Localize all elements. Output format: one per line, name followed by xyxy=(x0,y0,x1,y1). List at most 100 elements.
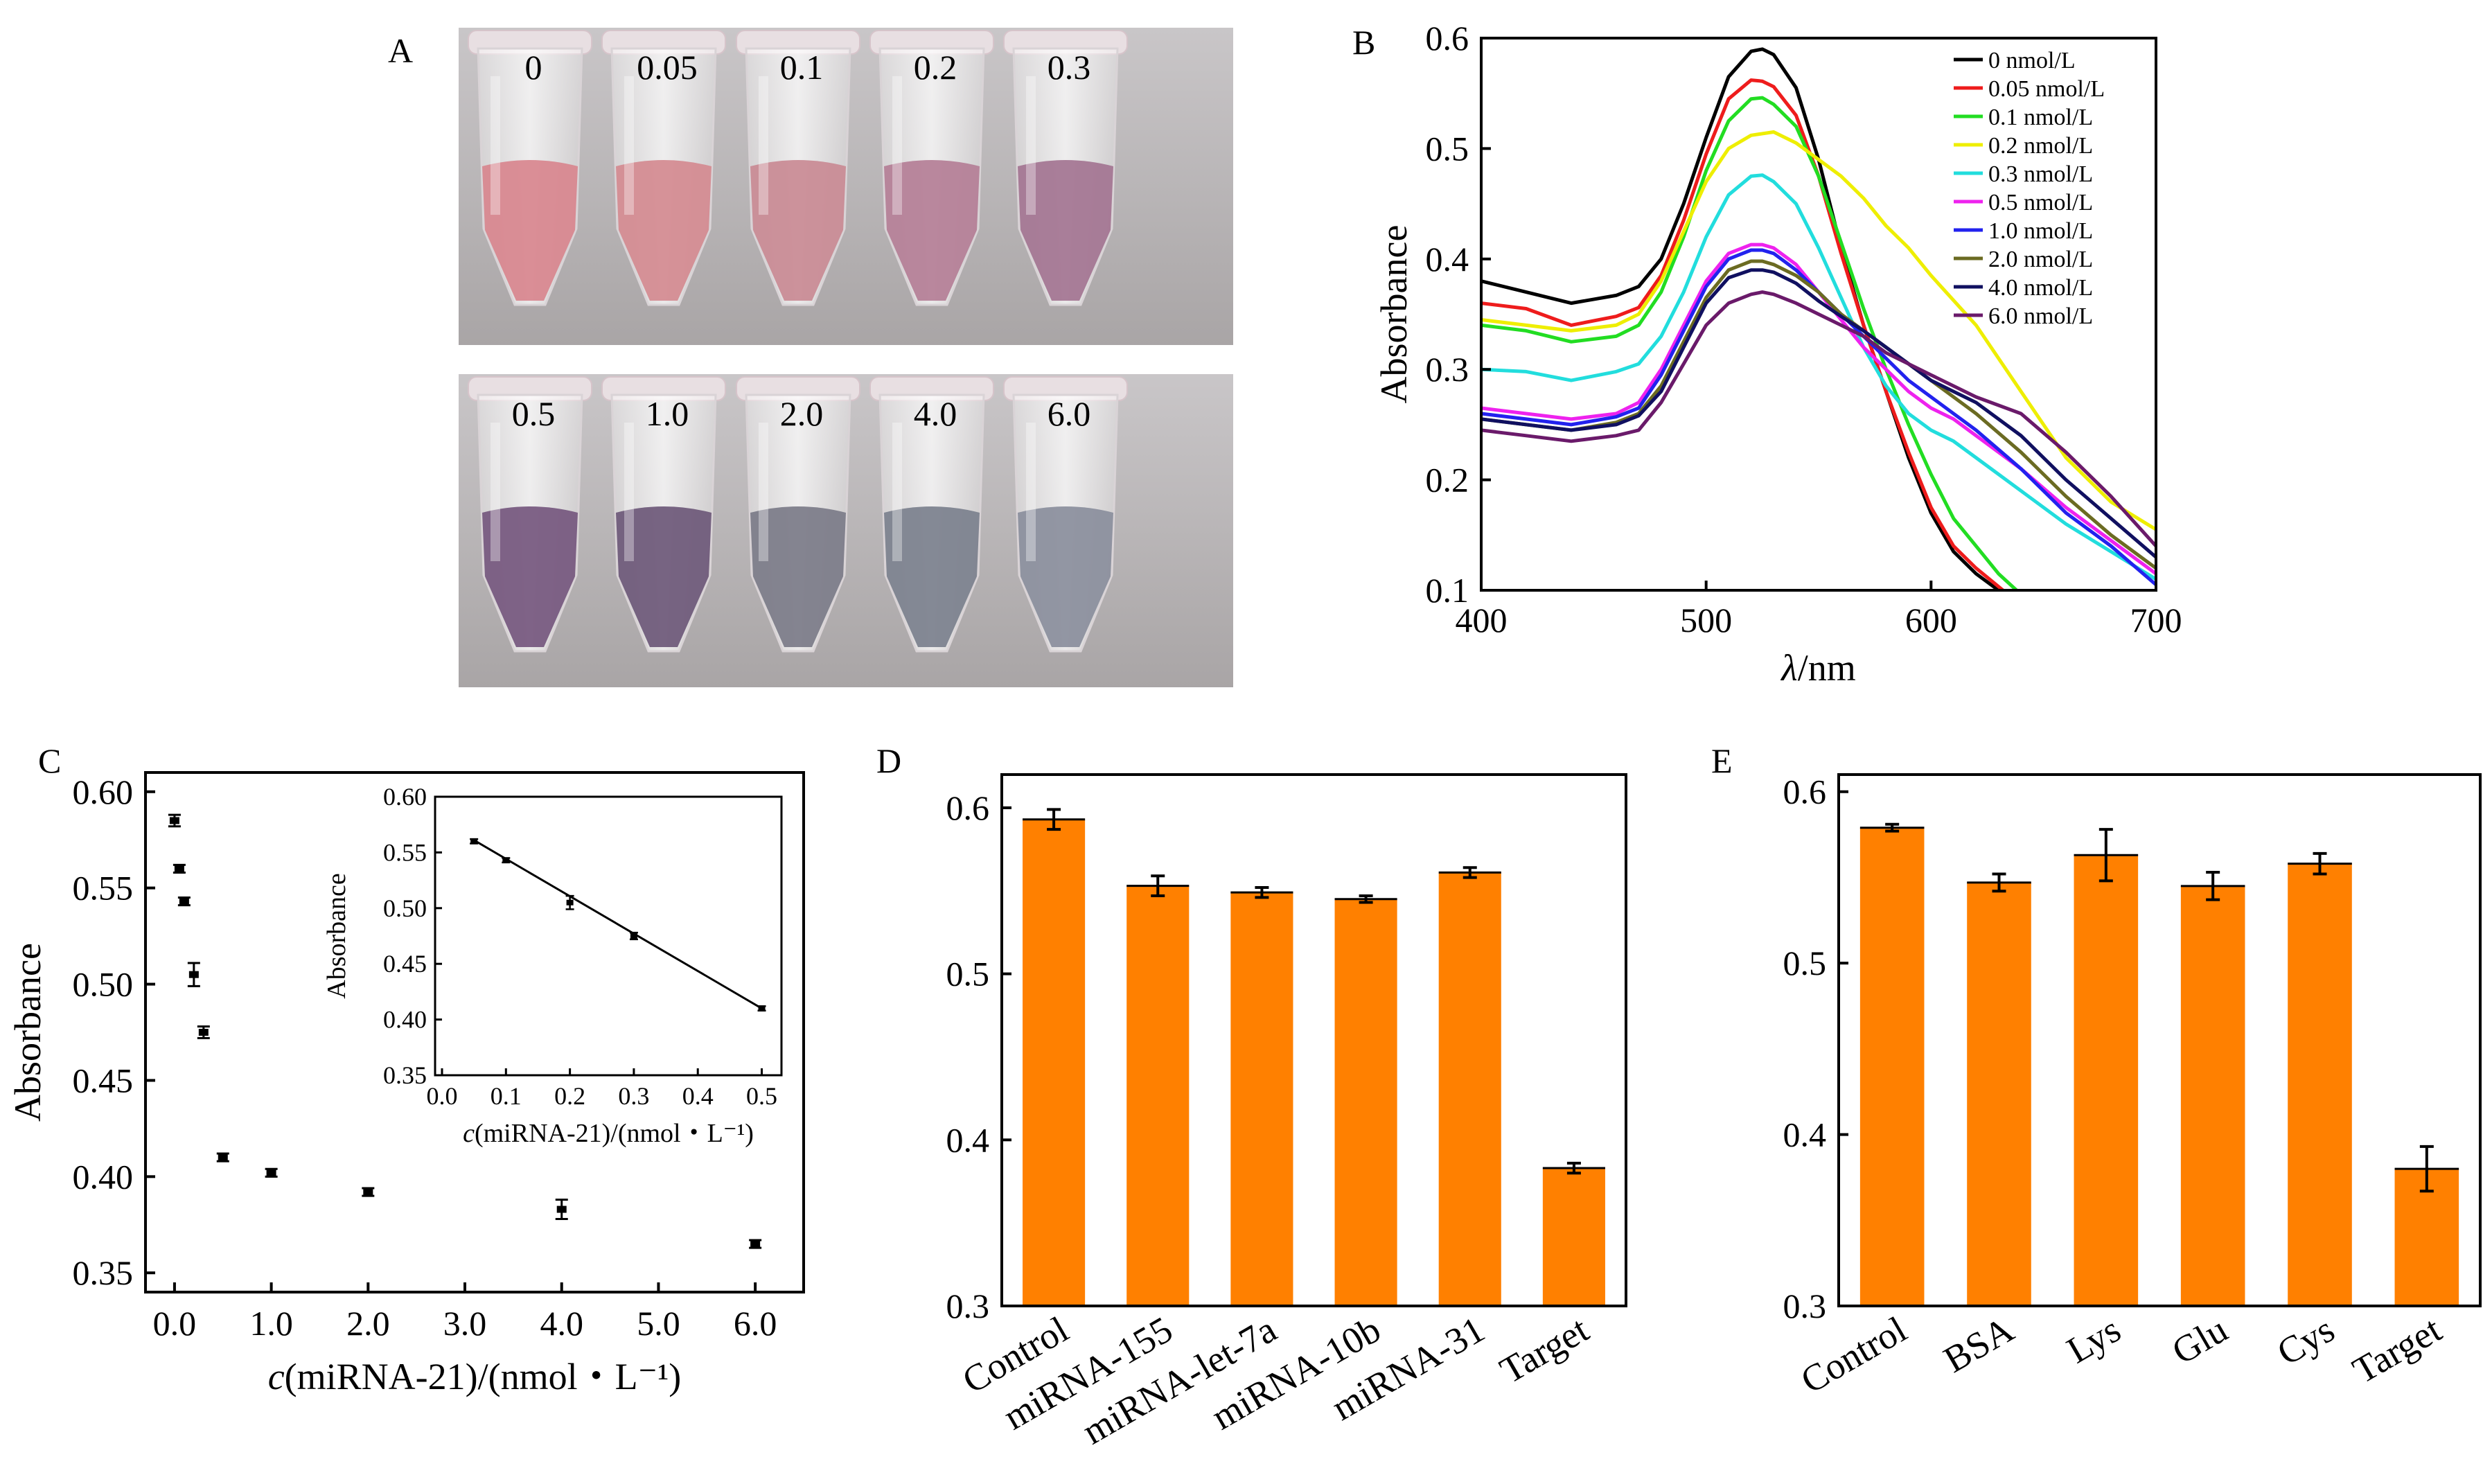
series-line-9 xyxy=(1481,290,2156,547)
x-axis-label: λ/nm xyxy=(1780,647,1855,689)
panel-d: D ControlmiRNA-155miRNA-let-7amiRNA-10bm… xyxy=(876,741,1627,1452)
data-point xyxy=(179,898,189,906)
series-line-1 xyxy=(1481,78,2004,590)
y-tick-label: 0.4 xyxy=(1783,1115,1827,1154)
data-point xyxy=(556,1205,567,1213)
data-point xyxy=(266,1169,276,1176)
x-tick-label: 4.0 xyxy=(540,1304,583,1343)
inset-y-tick-label: 0.50 xyxy=(383,894,427,922)
tube-liquid xyxy=(750,506,846,647)
inset-x-tick-label: 0.5 xyxy=(746,1082,777,1110)
panel-c: C 0.0 1.0 2.0 3.0 4.0 5.0 6.00.350.400.450.500… xyxy=(7,741,805,1397)
tube-label: 0 xyxy=(525,48,542,87)
category-label-2: Lys xyxy=(2060,1308,2128,1371)
tube-labels-bottom: 0.5 1.0 2.0 4.0 6.0 xyxy=(512,394,1091,433)
inset-x-tick-label: 0.4 xyxy=(682,1082,714,1110)
legend-label-2: 0.1 nmol/L xyxy=(1988,105,2093,130)
tube-highlight xyxy=(491,76,500,215)
category-label-5: Target xyxy=(1493,1308,1596,1391)
data-point xyxy=(169,817,179,824)
y-tick-label: 0.6 xyxy=(946,788,990,827)
series-line-3 xyxy=(1481,130,2156,531)
tube-label: 2.0 xyxy=(780,394,824,433)
bar-2 xyxy=(1230,892,1293,1306)
inset-y-tick-label: 0.55 xyxy=(383,838,427,866)
bar-4 xyxy=(1438,872,1501,1306)
inset-x-tick-label: 0.1 xyxy=(491,1082,522,1110)
bar-5 xyxy=(1542,1168,1605,1306)
x-axis-label: c(miRNA-21)/(nmol・L⁻¹) xyxy=(268,1356,682,1397)
tube-highlight xyxy=(624,423,634,561)
tube-label: 0.2 xyxy=(914,48,957,87)
y-tick-label: 0.35 xyxy=(73,1253,134,1292)
data-point xyxy=(218,1154,228,1161)
inset-data-point xyxy=(630,933,637,939)
inset-y-axis-label: Absorbance xyxy=(322,873,351,998)
plot-frame xyxy=(144,771,805,1293)
legend-label-5: 0.5 nmol/L xyxy=(1988,190,2093,215)
y-tick-label: 0.5 xyxy=(946,955,990,993)
tube-highlight xyxy=(892,423,902,561)
tube-label: 0.1 xyxy=(780,48,824,87)
chart-d: ControlmiRNA-155miRNA-let-7amiRNA-10bmiR… xyxy=(946,773,1627,1452)
x-tick-label: 5.0 xyxy=(637,1304,680,1343)
tube-liquid xyxy=(1018,160,1113,301)
tube-label: 0.5 xyxy=(512,394,556,433)
inset-data-point xyxy=(470,838,478,845)
bar-3 xyxy=(1334,899,1397,1306)
y-tick-label: 0.3 xyxy=(1426,350,1469,389)
legend-label-3: 0.2 nmol/L xyxy=(1988,133,2093,159)
x-tick-label: 700 xyxy=(2130,601,2182,639)
legend-label-8: 4.0 nmol/L xyxy=(1988,275,2093,301)
inset-y-tick-label: 0.45 xyxy=(383,950,427,978)
y-tick-label: 0.55 xyxy=(73,869,134,908)
panel-a: A 0 0.05 0.1 0.2 0.3 0.5 1.0 2.0 4.0 6.0 xyxy=(388,28,1233,687)
inset-y-tick-label: 0.35 xyxy=(383,1061,427,1089)
tube-highlight xyxy=(892,76,902,215)
inset-y-tick-label: 0.60 xyxy=(383,783,427,811)
tube-labels-top: 0 0.05 0.1 0.2 0.3 xyxy=(525,48,1091,87)
chart-b: 400 500 600 700 0.1 0.2 0.3 0.4 0.5 0.6 Absorbance… xyxy=(1373,19,2182,689)
tube-liquid xyxy=(482,506,578,647)
y-axis-label: Absorbance xyxy=(7,943,48,1122)
tube-liquid xyxy=(884,160,980,301)
inset-frame xyxy=(434,795,783,1077)
x-axis-label-italic: λ xyxy=(1780,647,1797,689)
series-line-8 xyxy=(1481,268,2156,559)
x-tick-label: 1.0 xyxy=(249,1304,293,1343)
data-point xyxy=(363,1188,373,1196)
bar-1 xyxy=(1126,885,1190,1306)
category-label-5: Target xyxy=(2346,1308,2448,1391)
y-tick-label: 0.3 xyxy=(1783,1287,1827,1325)
bar-1 xyxy=(1967,882,2031,1306)
y-tick-label: 0.50 xyxy=(73,965,134,1004)
x-axis-label-rest: /nm xyxy=(1798,647,1856,689)
category-label-4: Cys xyxy=(2270,1308,2342,1373)
inset-y-tick-label: 0.40 xyxy=(383,1006,427,1034)
legend-label-1: 0.05 nmol/L xyxy=(1988,76,2105,102)
y-axis-label: Absorbance xyxy=(1373,225,1415,404)
category-label-3: Glu xyxy=(2165,1308,2234,1372)
inset-fit-line xyxy=(473,839,763,1009)
bar-2 xyxy=(2074,855,2139,1306)
series-line-0 xyxy=(1481,47,2000,590)
tubes-top xyxy=(468,30,1128,306)
legend-label-7: 2.0 nmol/L xyxy=(1988,247,2093,272)
data-point xyxy=(750,1240,761,1248)
tube-label: 1.0 xyxy=(646,394,689,433)
x-tick-label: 0.0 xyxy=(153,1304,197,1343)
legend-label-4: 0.3 nmol/L xyxy=(1988,161,2093,187)
tube-highlight xyxy=(759,76,768,215)
tube-liquid xyxy=(1018,506,1113,647)
tube-label: 0.05 xyxy=(637,48,698,87)
bar-3 xyxy=(2180,885,2245,1306)
inset-x-tick-label: 0.0 xyxy=(427,1082,458,1110)
inset-data-point xyxy=(502,857,510,863)
tube-label: 6.0 xyxy=(1048,394,1091,433)
panel-a-letter: A xyxy=(388,31,413,70)
panel-e-letter: E xyxy=(1711,741,1733,780)
panel-d-letter: D xyxy=(876,741,901,780)
